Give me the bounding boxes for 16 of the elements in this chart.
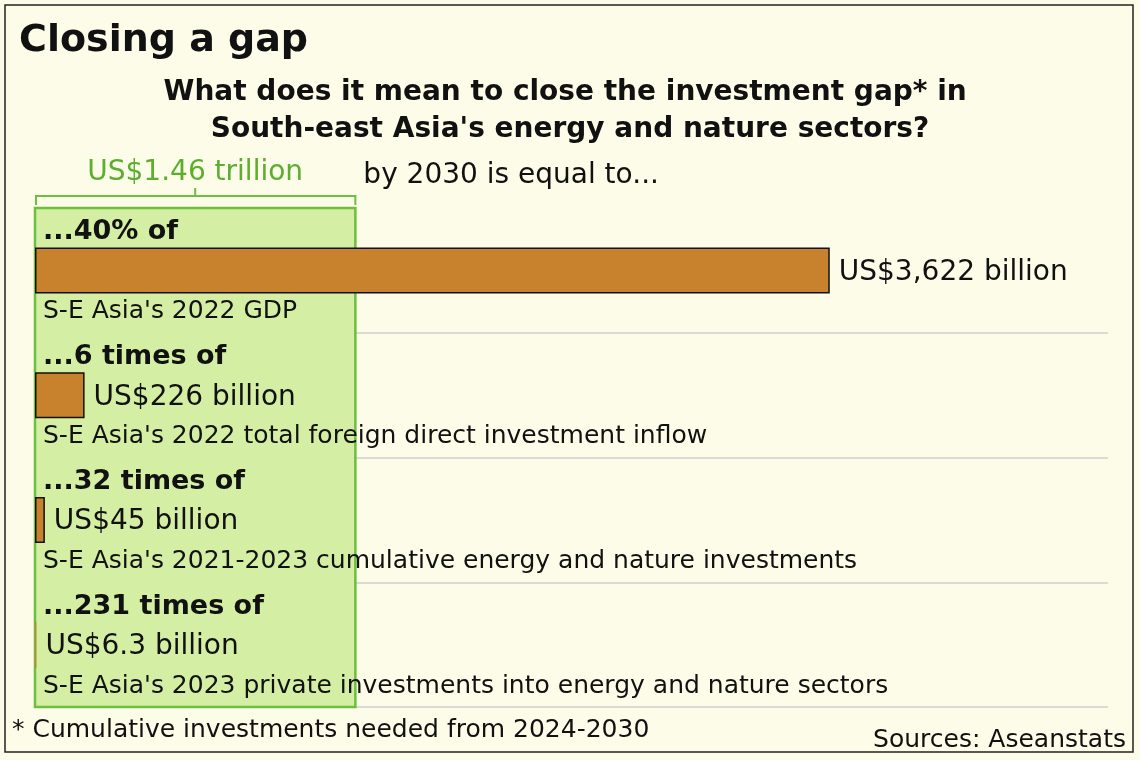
data-label: US$3,622 billion <box>838 253 1068 287</box>
band-label: US$1.46 trillion <box>87 154 304 188</box>
data-label: US$226 billion <box>93 378 296 412</box>
annotation: ...231 times of <box>43 588 265 620</box>
annotation: ...32 times of <box>43 463 246 495</box>
y-tick-label: S-E Asia's 2022 total foreign direct investment inflow <box>43 420 708 450</box>
text: * Cumulative investments needed from 2024-2030 <box>12 713 650 743</box>
annotation: ...6 times of <box>43 339 227 371</box>
data-label: US$45 billion <box>53 503 239 537</box>
data-label: US$6.3 billion <box>45 628 239 662</box>
annotation: ...40% of <box>43 214 179 246</box>
chart-title: Closing a gap <box>19 16 309 60</box>
chart-subtitle: What does it mean to close the investment gap* in South-east Asia's energy and nature sectors? <box>163 74 977 144</box>
y-tick-label: S-E Asia's 2022 GDP <box>43 295 298 325</box>
text: by 2030 is equal to... <box>363 156 659 190</box>
source-note: Sources: Aseanstats <box>873 723 1126 753</box>
